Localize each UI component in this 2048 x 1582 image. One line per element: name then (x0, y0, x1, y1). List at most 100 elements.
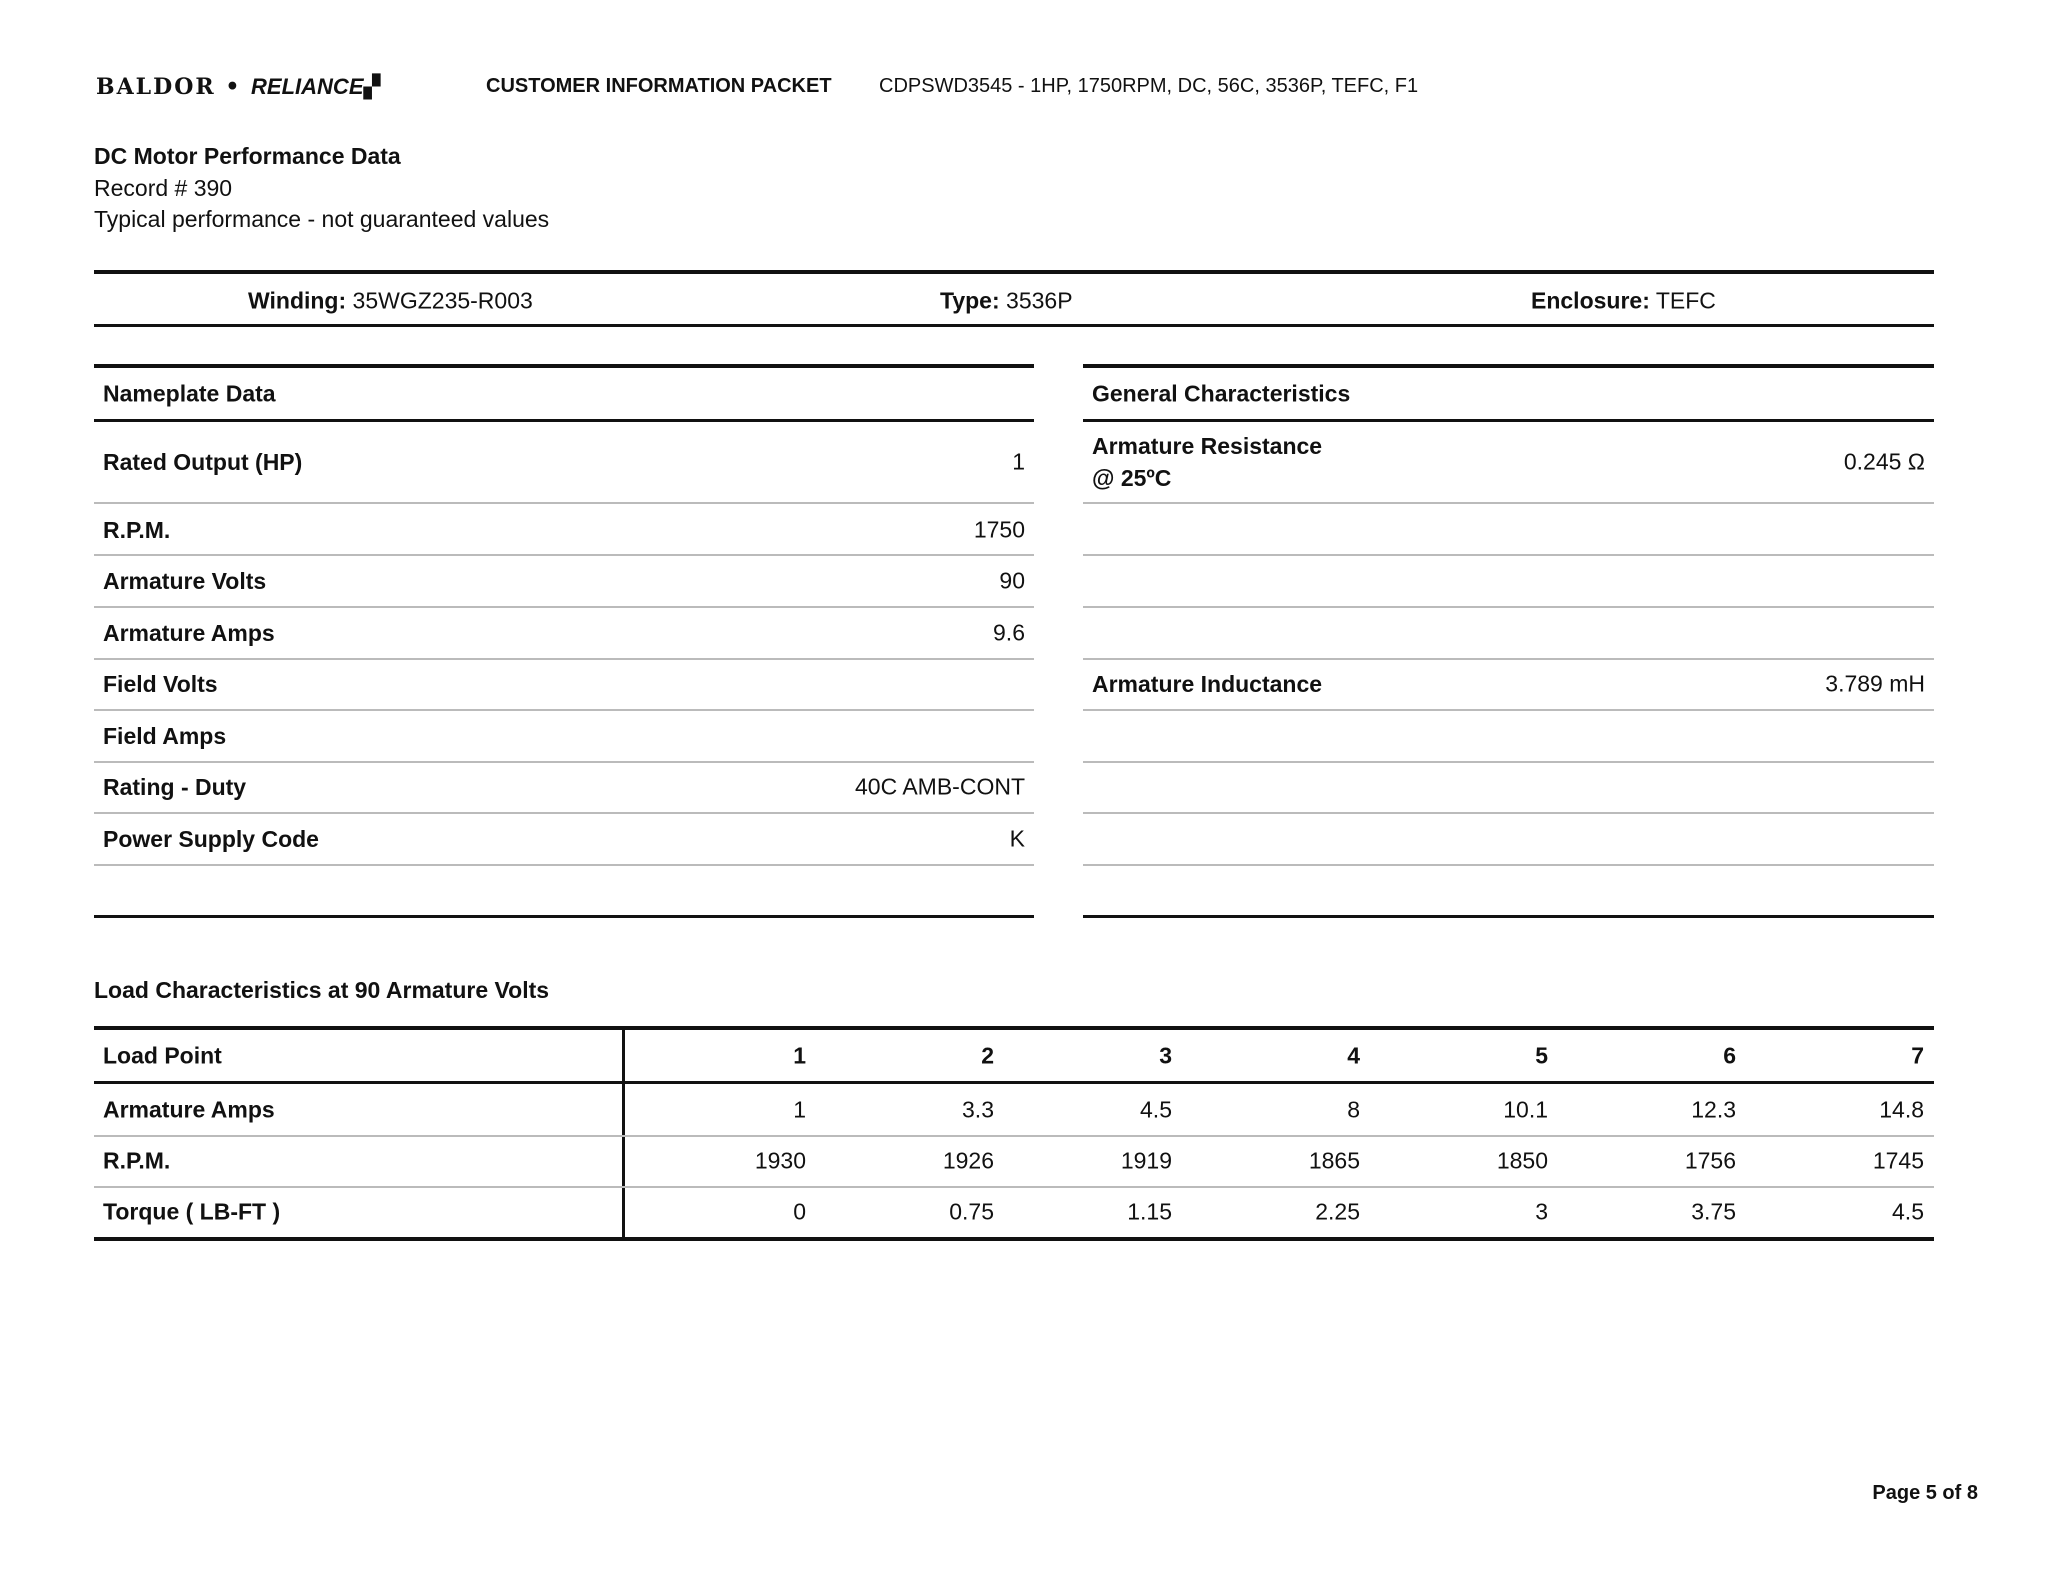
divider (94, 419, 1034, 422)
column-divider (622, 1026, 625, 1241)
load-cell: 1865 (1308, 1147, 1360, 1174)
load-cell: 4 (1347, 1042, 1360, 1069)
divider (94, 270, 1934, 274)
row-label: Power Supply Code (103, 826, 319, 852)
row-label: Rating - Duty (103, 774, 247, 800)
load-title: Load Characteristics at 90 Armature Volt… (94, 977, 550, 1003)
row-divider (1083, 709, 1934, 711)
row-divider (1083, 864, 1934, 866)
load-cell: 1.15 (1127, 1198, 1172, 1225)
load-cell: 4.5 (1892, 1198, 1924, 1225)
type-field: Type: 3536P (940, 287, 1073, 314)
row-label: Field Volts (103, 671, 218, 697)
row-label: Armature Volts (103, 568, 267, 594)
divider (1083, 915, 1934, 918)
row-label: Armature Resistance (1092, 433, 1323, 459)
model-description: CDPSWD3545 - 1HP, 1750RPM, DC, 56C, 3536… (879, 75, 1419, 97)
nameplate-row-label: Field Volts (103, 668, 218, 700)
row-divider (94, 1186, 1934, 1188)
disclaimer: Typical performance - not guaranteed val… (94, 206, 550, 232)
load-cell: 2.25 (1315, 1198, 1360, 1225)
row-divider (94, 554, 1034, 556)
divider (94, 364, 1034, 368)
divider (94, 915, 1034, 918)
row-divider (1083, 554, 1934, 556)
nameplate-row-label: Rating - Duty (103, 771, 246, 803)
nameplate-row-value: 1 (1012, 448, 1025, 475)
row-label: Rated Output (HP) (103, 449, 303, 475)
enclosure-field: Enclosure: TEFC (1531, 287, 1716, 314)
load-cell: 4.5 (1140, 1096, 1172, 1123)
nameplate-title: Nameplate Data (103, 380, 276, 407)
load-cell: 1926 (942, 1147, 994, 1174)
row-divider (94, 658, 1034, 660)
general-title: General Characteristics (1092, 380, 1351, 407)
nameplate-row-value: K (1009, 825, 1025, 852)
row-divider (94, 761, 1034, 763)
load-cell: 5 (1535, 1042, 1548, 1069)
load-cell: 1756 (1684, 1147, 1736, 1174)
divider (1083, 419, 1934, 422)
nameplate-row-label: R.P.M. (103, 514, 170, 546)
winding-field: Winding: 35WGZ235-R003 (248, 287, 533, 314)
row-divider (94, 1135, 1934, 1137)
nameplate-row-label: Armature Amps (103, 617, 275, 649)
row-divider (94, 812, 1034, 814)
nameplate-row-value: 9.6 (993, 619, 1025, 646)
divider (94, 324, 1934, 327)
load-cell: 1930 (754, 1147, 806, 1174)
load-cell: 3 (1535, 1198, 1548, 1225)
load-cell: 3.3 (962, 1096, 994, 1123)
general-row-label: Armature Resistance @ 25ºC (1092, 430, 1322, 494)
row-divider (1083, 761, 1934, 763)
row-label: Armature Inductance (1092, 671, 1323, 697)
load-cell: 3.75 (1691, 1198, 1736, 1225)
record-number: Record # 390 (94, 175, 233, 201)
baldor-reliance-logo: BALDOR • RELIANCE▞ (96, 74, 383, 100)
load-cell: 8 (1347, 1096, 1360, 1123)
row-divider (94, 502, 1034, 504)
load-cell: 2 (981, 1042, 994, 1069)
divider (1083, 364, 1934, 368)
nameplate-row-value: 40C AMB-CONT (855, 773, 1025, 800)
load-cell: 1919 (1120, 1147, 1172, 1174)
row-label-sub: @ 25ºC (1092, 465, 1172, 491)
page-number: Page 5 of 8 (1872, 1482, 1978, 1504)
nameplate-row-label: Power Supply Code (103, 823, 319, 855)
load-cell: 14.8 (1879, 1096, 1924, 1123)
row-divider (1083, 658, 1934, 660)
row-divider (1083, 812, 1934, 814)
load-row-label: Torque ( LB-FT ) (103, 1198, 281, 1225)
load-cell: 1 (793, 1096, 806, 1123)
load-cell: 7 (1911, 1042, 1924, 1069)
row-divider (94, 606, 1034, 608)
divider (94, 1081, 1934, 1084)
load-row-label: Armature Amps (103, 1096, 275, 1123)
nameplate-row-label: Armature Volts (103, 565, 266, 597)
nameplate-row-label: Field Amps (103, 720, 226, 752)
general-row-label: Armature Inductance (1092, 668, 1322, 700)
load-row-label: R.P.M. (103, 1147, 171, 1174)
row-divider (1083, 502, 1934, 504)
row-label: Armature Amps (103, 620, 275, 646)
load-cell: 1745 (1872, 1147, 1924, 1174)
row-label: R.P.M. (103, 517, 171, 543)
load-cell: 3 (1159, 1042, 1172, 1069)
load-cell: 12.3 (1691, 1096, 1736, 1123)
nameplate-row-value: 1750 (973, 516, 1025, 543)
row-divider (94, 709, 1034, 711)
load-row-label: Load Point (103, 1042, 222, 1069)
nameplate-row-label: Rated Output (HP) (103, 446, 302, 478)
row-divider (94, 864, 1034, 866)
nameplate-row-value: 90 (999, 567, 1025, 594)
load-cell: 1850 (1496, 1147, 1548, 1174)
row-divider (1083, 606, 1934, 608)
load-cell: 10.1 (1503, 1096, 1548, 1123)
page-title: DC Motor Performance Data (94, 143, 401, 169)
load-cell: 0 (793, 1198, 806, 1225)
load-cell: 0.75 (949, 1198, 994, 1225)
divider (94, 1237, 1934, 1241)
general-row-value: 0.245 Ω (1843, 448, 1925, 475)
packet-title: CUSTOMER INFORMATION PACKET (486, 75, 832, 97)
row-label: Field Amps (103, 723, 227, 749)
